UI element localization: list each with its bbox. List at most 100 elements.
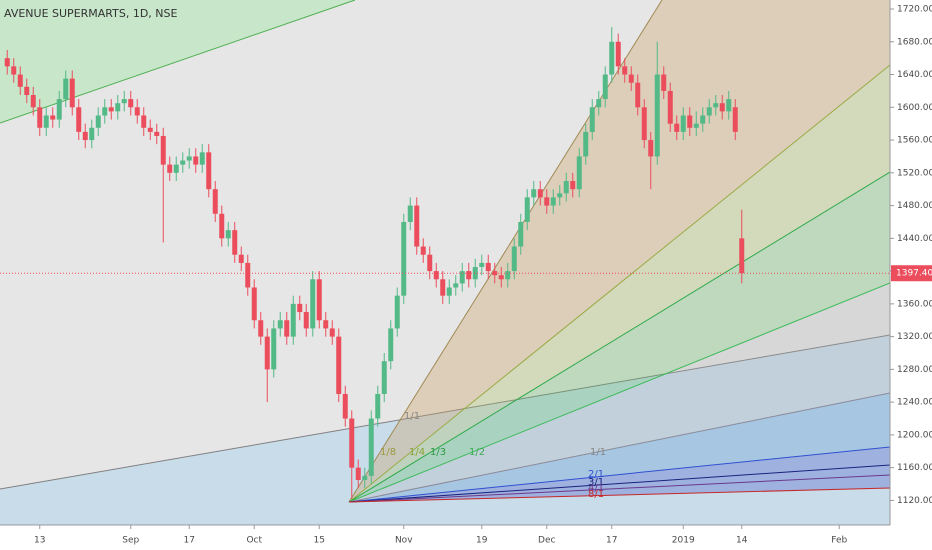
y-tick-label: 1560.00 — [897, 136, 932, 146]
candle-body — [17, 74, 23, 87]
candle-body — [362, 475, 368, 480]
candle-body — [24, 86, 30, 96]
candle-body — [628, 74, 634, 83]
y-tick-label: 1120.00 — [897, 496, 932, 506]
y-tick-label: 1720.00 — [897, 5, 932, 15]
candle-body — [160, 135, 166, 165]
candle-body — [30, 95, 36, 108]
candle-body — [459, 271, 465, 284]
candle-body — [141, 115, 147, 128]
lower-zone — [0, 335, 890, 525]
candle-body — [186, 156, 192, 161]
candle-body — [596, 99, 602, 108]
y-tick-label: 1360.00 — [897, 299, 932, 309]
fan-line — [348, 282, 891, 503]
y-tick-label: 1480.00 — [897, 201, 932, 211]
candle-body — [726, 99, 732, 112]
candle-body — [342, 393, 348, 419]
candle-body — [641, 107, 647, 141]
candle-body — [284, 320, 290, 337]
candle-body — [193, 156, 199, 165]
fan-label: 1/8 — [380, 447, 396, 458]
candle-body — [355, 467, 361, 480]
trend-line — [0, 334, 891, 490]
candle-body — [128, 99, 134, 108]
fan-line — [348, 446, 891, 503]
y-tick-label: 1200.00 — [897, 430, 932, 440]
candle-body — [206, 152, 212, 190]
fan-label: 2/1 — [588, 469, 604, 480]
x-tick-label: Feb — [831, 536, 847, 546]
candle-body — [674, 123, 680, 132]
candle-body — [739, 238, 745, 274]
candle-body — [89, 127, 95, 141]
candle-body — [394, 295, 400, 329]
candle-body — [76, 107, 82, 132]
candle-body — [589, 107, 595, 132]
fan-line — [348, 64, 891, 503]
candle-body — [648, 140, 654, 157]
x-tick-label: 17 — [606, 536, 617, 546]
candle-body — [50, 115, 56, 120]
fan-line — [348, 464, 891, 503]
candle-body — [563, 181, 569, 194]
candle-body — [102, 107, 108, 116]
last-price-box — [891, 265, 932, 282]
y-tick-label: 1600.00 — [897, 103, 932, 113]
candle-body — [485, 262, 491, 272]
candle-body — [700, 115, 706, 124]
candle-body — [173, 164, 179, 173]
fan-lines — [348, 0, 891, 503]
candle-body — [121, 99, 127, 104]
candle-body — [336, 336, 342, 394]
y-tick-label: 1640.00 — [897, 70, 932, 80]
candle-body — [537, 189, 543, 198]
candle-body — [401, 221, 407, 296]
candle-body — [583, 131, 589, 157]
candle-body — [134, 107, 140, 116]
candle-body — [713, 103, 719, 108]
y-tick-label: 1160.00 — [897, 463, 932, 473]
candle-body — [453, 283, 459, 288]
candle-body — [570, 181, 576, 190]
candle-body — [550, 197, 556, 206]
candle-body — [82, 131, 88, 141]
candle-body — [654, 74, 660, 157]
fan-label: 4/1 — [588, 483, 604, 494]
x-tick-label: 19 — [476, 536, 488, 546]
fan-label: 1/4 — [409, 447, 425, 458]
candle-body — [69, 78, 75, 108]
candle-body — [251, 287, 257, 321]
candle-body — [609, 41, 615, 75]
candle-body — [167, 164, 173, 173]
candle-body — [219, 213, 225, 239]
x-tick-label: 2019 — [672, 536, 695, 546]
candle-body — [719, 103, 725, 112]
candle-body — [323, 320, 329, 329]
candle-body — [693, 123, 699, 128]
y-tick-label: 1240.00 — [897, 398, 932, 408]
x-tick-label: Oct — [246, 536, 262, 546]
candle-body — [108, 107, 114, 112]
candle-body — [667, 90, 673, 124]
candle-body — [381, 361, 387, 394]
candle-body — [277, 320, 283, 329]
candle-body — [368, 418, 374, 476]
candle-body — [56, 99, 62, 120]
candle-body — [4, 58, 10, 67]
candle-body — [349, 418, 355, 468]
candle-body — [622, 66, 628, 75]
candle-body — [602, 74, 608, 100]
candle-body — [258, 320, 264, 337]
candle-body — [576, 156, 582, 190]
time-axis — [0, 525, 890, 550]
candle-body — [310, 279, 316, 329]
candle-body — [433, 271, 439, 280]
candle-body — [225, 230, 231, 239]
candle-body — [147, 127, 153, 132]
candle-body — [303, 312, 309, 329]
candle-body — [388, 328, 394, 362]
candle-body — [264, 336, 270, 370]
candle-body — [466, 271, 472, 280]
candle-body — [407, 205, 413, 222]
